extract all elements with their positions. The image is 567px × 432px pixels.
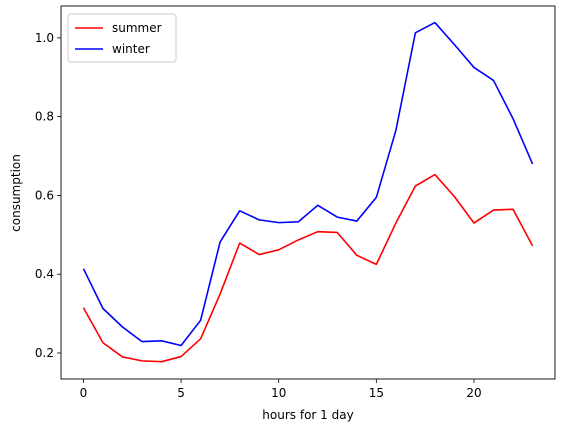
y-tick-label: 0.6 bbox=[35, 188, 54, 202]
plot-frame bbox=[60, 5, 556, 380]
legend: summer winter bbox=[67, 13, 177, 63]
y-tick-label: 0.2 bbox=[35, 346, 54, 360]
x-tick-label: 10 bbox=[271, 386, 286, 400]
legend-box bbox=[67, 13, 177, 63]
y-axis-label: consumption bbox=[9, 154, 23, 232]
x-tick-label: 5 bbox=[177, 386, 185, 400]
y-axis-ticks: 0.2 0.4 0.6 0.8 1.0 bbox=[35, 31, 61, 360]
y-tick-label: 1.0 bbox=[35, 31, 54, 45]
legend-label-summer: summer bbox=[112, 21, 162, 35]
legend-label-winter: winter bbox=[112, 42, 150, 56]
x-tick-label: 15 bbox=[369, 386, 384, 400]
x-tick-label: 20 bbox=[466, 386, 481, 400]
x-tick-label: 0 bbox=[80, 386, 88, 400]
y-tick-label: 0.8 bbox=[35, 110, 54, 124]
x-axis-ticks: 0 5 10 15 20 bbox=[80, 379, 482, 400]
series-line-winter bbox=[82, 21, 534, 347]
x-axis-label: hours for 1 day bbox=[262, 408, 353, 422]
plot-area bbox=[61, 6, 555, 379]
series-line-summer bbox=[82, 173, 534, 363]
series-layer bbox=[82, 21, 534, 363]
y-tick-label: 0.4 bbox=[35, 267, 54, 281]
